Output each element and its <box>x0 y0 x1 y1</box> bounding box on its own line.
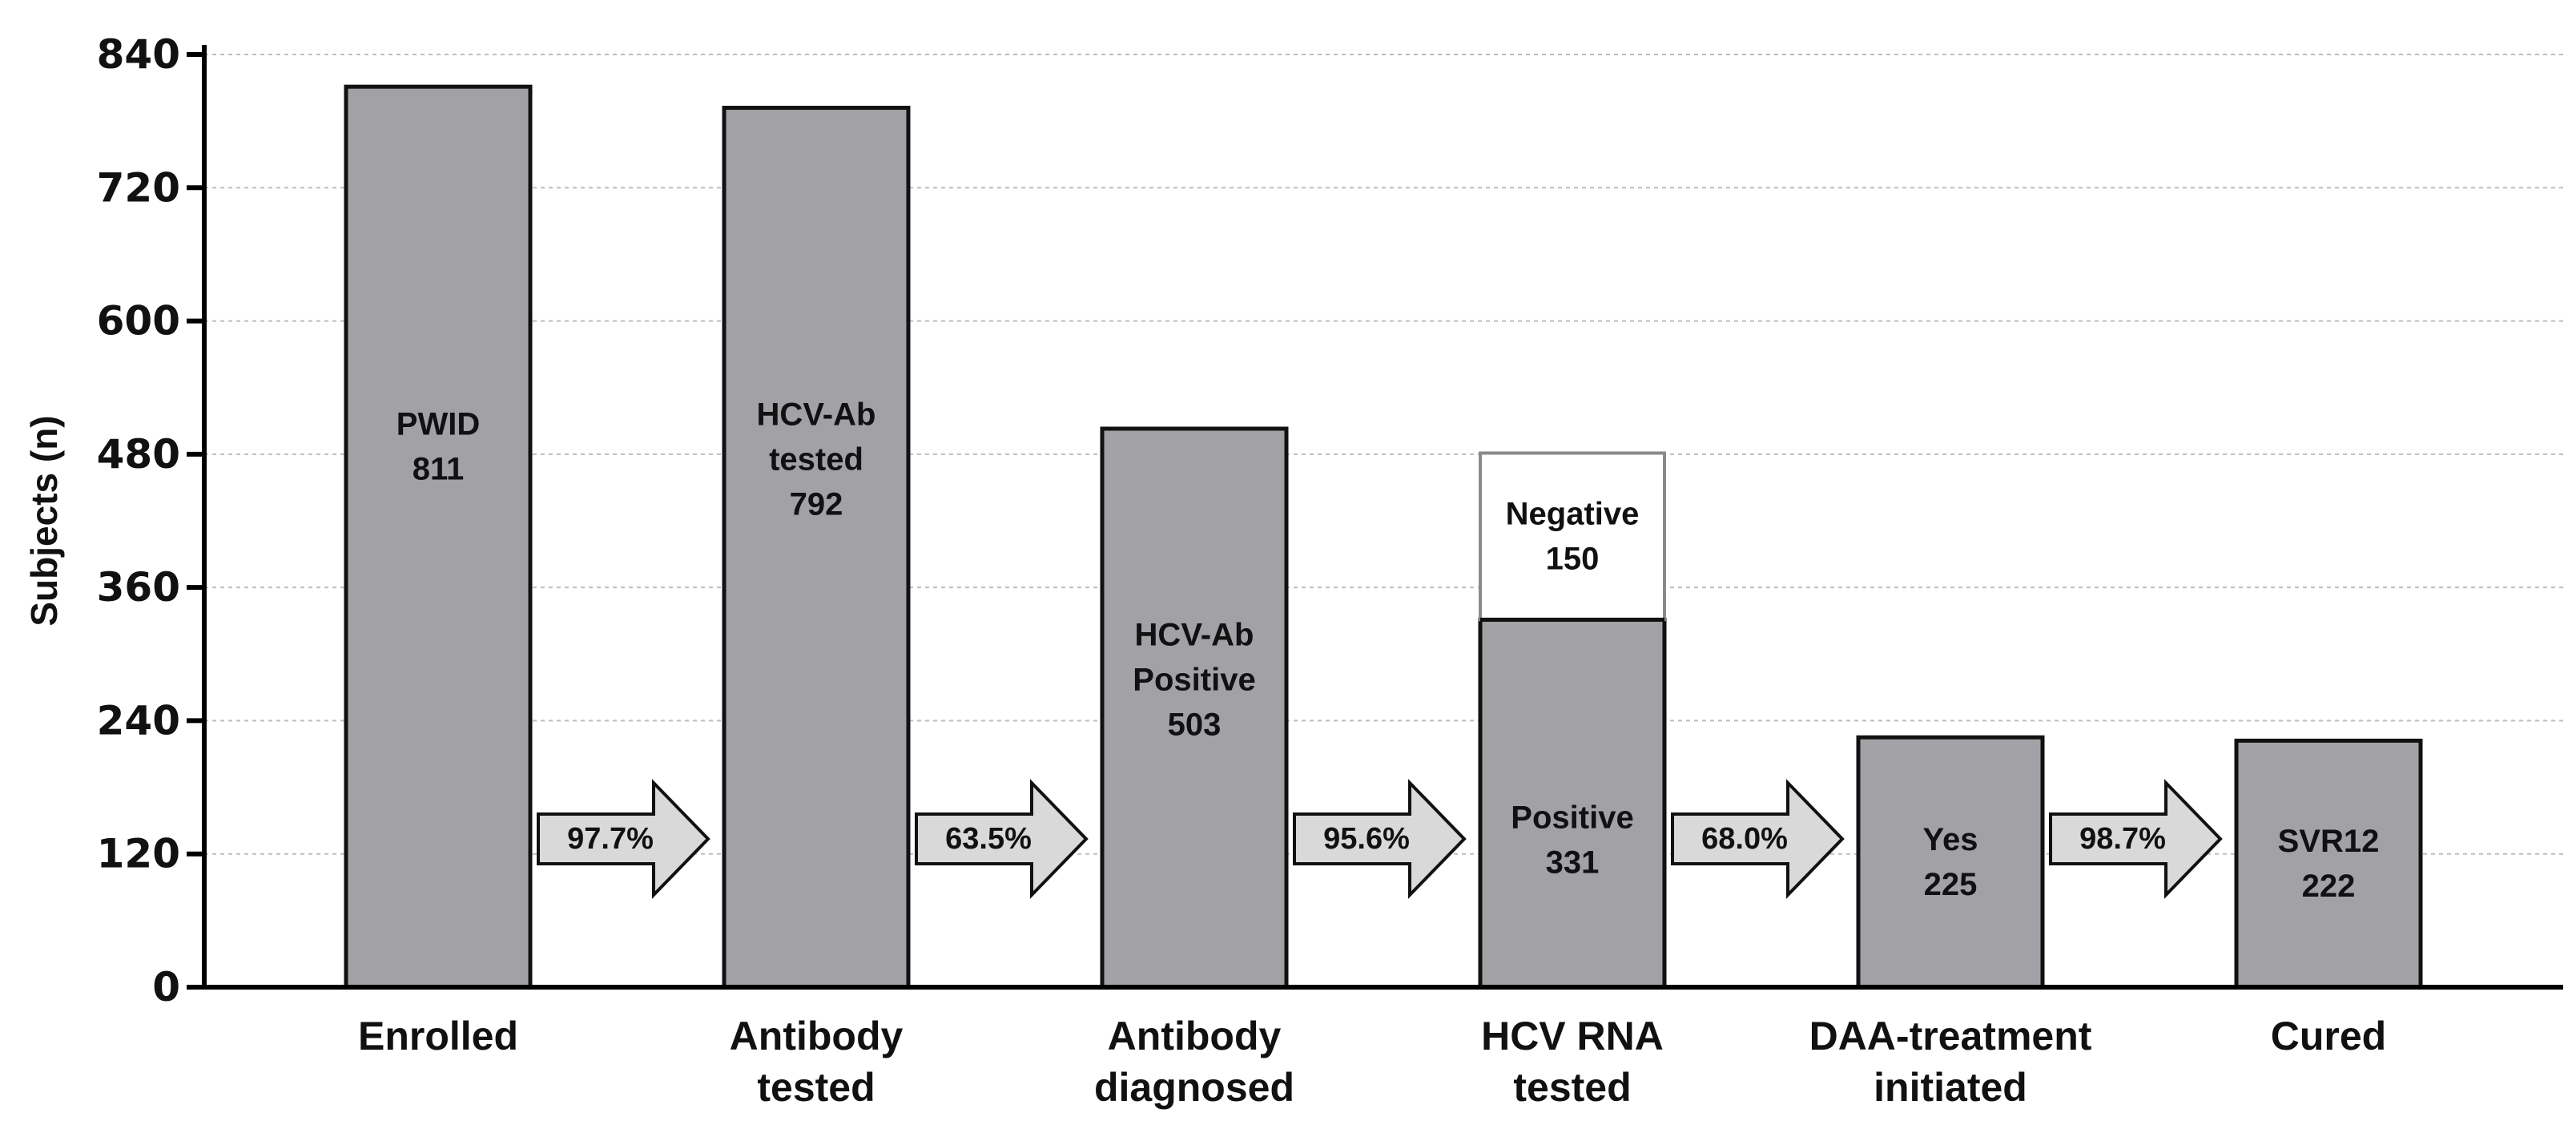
y-tick-label: 0 <box>152 964 180 1010</box>
category-label-3: HCV RNA tested <box>1481 1014 1664 1110</box>
bar-3-stacked-label-line: Negative <box>1506 496 1640 531</box>
category-label-2: Antibody diagnosed <box>1094 1014 1294 1110</box>
bar-2-label-line: HCV-Ab <box>1135 618 1254 653</box>
bar-2 <box>1100 426 1289 990</box>
bar-3-label: Positive 331 <box>1511 800 1633 881</box>
transition-arrow-4: 98.7% <box>2049 779 2223 899</box>
bar-5-label-line: SVR12 <box>2278 824 2380 859</box>
gridlines <box>204 54 2563 855</box>
category-label-line: DAA-treatment <box>1809 1014 2092 1058</box>
category-label-line: tested <box>1513 1065 1631 1110</box>
arrow-shape <box>537 779 710 899</box>
bar-2-label-line: 503 <box>1168 708 1222 743</box>
bar-3 <box>1478 617 1667 990</box>
bar-2-label-line: Positive <box>1133 663 1255 698</box>
bar-3-stacked <box>1479 451 1666 622</box>
bar-1-label-line: 792 <box>790 487 843 522</box>
bar-3-label-line: 331 <box>1546 845 1600 881</box>
bar-0-label: PWID 811 <box>396 407 480 487</box>
category-label-line: initiated <box>1874 1065 2027 1110</box>
transition-percent: 97.7% <box>567 822 654 856</box>
bar-1-label-line: HCV-Ab <box>757 397 876 433</box>
bar-1-label: HCV-Ab tested 792 <box>757 397 876 522</box>
category-label-line: tested <box>757 1065 875 1110</box>
bar-4-label-line: Yes <box>1923 822 1978 857</box>
transition-arrow-2: 95.6% <box>1293 779 1467 899</box>
arrow-shape <box>2049 779 2223 899</box>
category-label-4: DAA-treatment initiated <box>1809 1014 2092 1110</box>
bar-0-label-line: 811 <box>413 452 465 487</box>
bar-1-label-line: tested <box>769 442 863 478</box>
category-label-line: Enrolled <box>358 1014 518 1058</box>
bar-5-label: SVR12 222 <box>2278 824 2380 904</box>
transition-percent: 98.7% <box>2079 822 2166 856</box>
y-tick-label: 240 <box>97 697 180 744</box>
bar-4 <box>1856 735 2045 990</box>
transition-percent: 63.5% <box>945 822 1032 856</box>
y-tick-label: 720 <box>97 164 180 211</box>
category-label-line: HCV RNA <box>1481 1014 1664 1058</box>
category-label-line: Antibody <box>730 1014 904 1058</box>
category-label-line: Cured <box>2271 1014 2386 1058</box>
category-label-line: diagnosed <box>1094 1065 1294 1110</box>
category-label-1: Antibody tested <box>730 1014 904 1110</box>
bar-3-stacked-label-line: 150 <box>1546 541 1600 576</box>
bar-4-label: Yes 225 <box>1923 822 1978 902</box>
category-label-5: Cured <box>2271 1014 2386 1058</box>
transition-arrow-3: 68.0% <box>1671 779 1845 899</box>
y-tick-label: 120 <box>97 831 180 877</box>
category-label-line: Antibody <box>1108 1014 1282 1058</box>
arrow-shape <box>915 779 1089 899</box>
transition-arrow-0: 97.7% <box>537 779 710 899</box>
arrow-shape <box>1293 779 1467 899</box>
arrow-shape <box>1671 779 1845 899</box>
y-tick-label: 360 <box>97 564 180 611</box>
y-axis-ticks: 0 120 240 360 480 600 720 840 <box>97 31 204 1010</box>
bar-0 <box>344 84 533 990</box>
y-tick-label: 840 <box>97 31 180 78</box>
bar-3-stacked-label: Negative 150 <box>1506 496 1640 576</box>
y-tick-label: 480 <box>97 431 180 478</box>
bar-5-label-line: 222 <box>2302 869 2356 904</box>
transition-arrow-1: 63.5% <box>915 779 1089 899</box>
bar-4-label-line: 225 <box>1924 867 1978 902</box>
bar-0-label-line: PWID <box>396 407 480 442</box>
y-axis-title: Subjects (n) <box>23 415 65 626</box>
transition-percent: 95.6% <box>1323 822 1410 856</box>
bar-2-label: HCV-Ab Positive 503 <box>1133 618 1255 743</box>
y-tick-label: 600 <box>97 298 180 345</box>
bar-1 <box>722 106 911 990</box>
transition-percent: 68.0% <box>1701 822 1788 856</box>
bar-3-label-line: Positive <box>1511 800 1633 836</box>
category-label-0: Enrolled <box>358 1014 518 1058</box>
bar-5 <box>2234 738 2423 990</box>
